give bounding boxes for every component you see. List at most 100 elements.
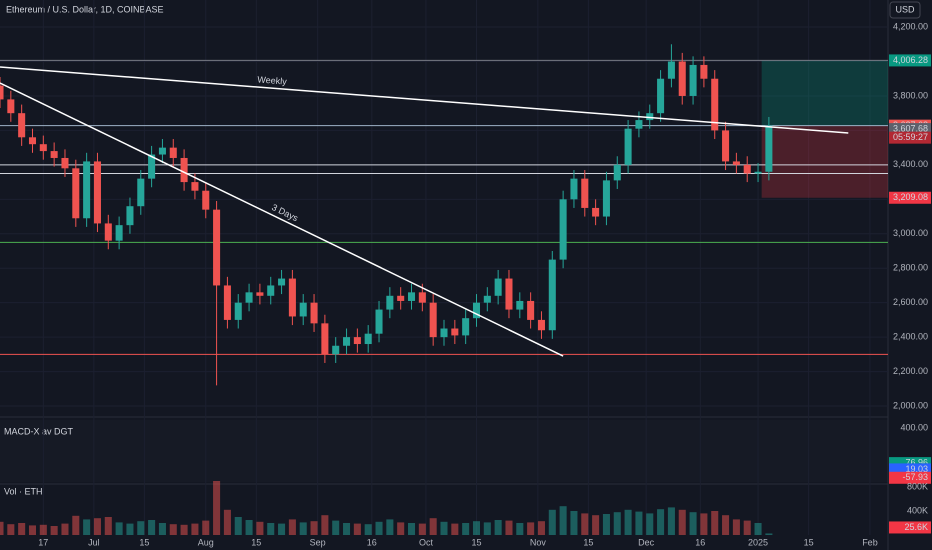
volume-bar bbox=[429, 518, 437, 535]
y-tick-label: 2,600.00 bbox=[893, 297, 928, 307]
volume-bar bbox=[722, 515, 730, 535]
volume-bar bbox=[397, 522, 405, 535]
volume-bar bbox=[191, 523, 199, 535]
x-tick-label: 15 bbox=[471, 537, 481, 547]
candle-body bbox=[743, 164, 751, 174]
volume-bar bbox=[592, 515, 600, 535]
candle-body bbox=[657, 78, 665, 114]
x-tick-label: Aug bbox=[198, 537, 214, 547]
candle-body bbox=[364, 333, 372, 345]
candle-body bbox=[7, 99, 15, 114]
candle-body bbox=[245, 292, 253, 303]
x-tick-label: 16 bbox=[695, 537, 705, 547]
candle-body bbox=[386, 295, 394, 310]
y-tick-label: 3,800.00 bbox=[893, 90, 928, 100]
candle-body bbox=[180, 157, 188, 183]
volume-title: Vol · ETH bbox=[4, 486, 43, 496]
candle-body bbox=[581, 178, 589, 208]
candle-body bbox=[93, 161, 101, 224]
candle-body bbox=[397, 295, 405, 301]
volume-bar bbox=[126, 523, 134, 535]
candle-body bbox=[548, 259, 556, 331]
loss-zone bbox=[761, 125, 888, 198]
candle-body bbox=[202, 190, 210, 210]
volume-bar bbox=[28, 525, 37, 535]
volume-bar bbox=[624, 509, 632, 535]
volume-bar bbox=[278, 523, 286, 535]
volume-bar bbox=[754, 523, 762, 535]
countdown: 05:59:27 bbox=[893, 132, 928, 142]
candle-body bbox=[83, 161, 91, 219]
volume-bar bbox=[451, 523, 459, 535]
volume-bar bbox=[321, 515, 329, 535]
candle-body bbox=[332, 345, 340, 355]
x-tick-label: 15 bbox=[251, 537, 261, 547]
candle-body bbox=[592, 207, 600, 217]
candle-body bbox=[570, 178, 578, 200]
candle-body bbox=[158, 147, 166, 155]
volume-bar bbox=[245, 520, 253, 535]
volume-bar bbox=[72, 515, 80, 535]
volume-bar bbox=[104, 517, 112, 535]
volume-bar bbox=[667, 507, 675, 535]
volume-bar bbox=[115, 522, 123, 535]
x-tick-label: Dec bbox=[638, 537, 655, 547]
candle-body bbox=[353, 337, 361, 345]
x-tick-label: 17 bbox=[38, 537, 48, 547]
volume-bar bbox=[148, 520, 156, 535]
candle-body bbox=[635, 120, 643, 129]
candle-body bbox=[343, 337, 351, 346]
countdown-tag bbox=[889, 131, 931, 144]
candle-body bbox=[321, 323, 329, 355]
volume-bar bbox=[18, 523, 26, 535]
candle-body bbox=[429, 302, 437, 338]
candle-body bbox=[537, 319, 545, 331]
volume-bar bbox=[343, 523, 351, 535]
volume-bar bbox=[223, 509, 231, 535]
volume-bar bbox=[689, 512, 697, 535]
trendline bbox=[0, 82, 564, 357]
volume-bar bbox=[256, 521, 264, 535]
volume-bar bbox=[202, 520, 210, 535]
y-tick-label: 2,000.00 bbox=[893, 400, 928, 410]
candle-body bbox=[678, 61, 686, 96]
volume-bar bbox=[418, 523, 426, 535]
candle-body bbox=[137, 178, 145, 207]
currency-box bbox=[889, 1, 921, 19]
volume-bar bbox=[462, 523, 470, 535]
indicator-tag bbox=[889, 471, 931, 484]
indicator-label: 19.03 bbox=[905, 464, 928, 474]
volume-bar bbox=[537, 521, 545, 535]
candle-body bbox=[483, 295, 491, 303]
y-tick-label: 2,400.00 bbox=[893, 332, 928, 342]
candle-body bbox=[39, 144, 47, 152]
candle-body bbox=[72, 168, 80, 219]
volume-tag bbox=[889, 521, 931, 534]
candle-body bbox=[462, 318, 470, 336]
volume-bar bbox=[364, 524, 372, 535]
price-tag bbox=[889, 54, 931, 67]
y-tick-label: 3,400.00 bbox=[893, 159, 928, 169]
candle-body bbox=[722, 130, 730, 162]
candle-body bbox=[418, 292, 426, 303]
volume-bar bbox=[743, 520, 751, 535]
volume-bar bbox=[657, 509, 665, 535]
volume-bar bbox=[375, 521, 383, 535]
volume-bar bbox=[0, 521, 4, 535]
price-tag-label: 3,607.68 bbox=[893, 123, 928, 133]
volume-bar bbox=[613, 512, 621, 535]
y-tick-label: 4,200.00 bbox=[893, 21, 928, 31]
candle-body bbox=[213, 209, 221, 286]
candle-body bbox=[310, 302, 318, 324]
candle-body bbox=[126, 206, 134, 226]
volume-bar bbox=[332, 520, 340, 535]
indicator-label: -57.93 bbox=[902, 472, 928, 482]
volume-bar bbox=[516, 523, 524, 535]
candle-body bbox=[602, 180, 610, 217]
candle-body bbox=[732, 161, 740, 165]
trendline bbox=[0, 66, 849, 134]
trendline-label: Weekly bbox=[257, 74, 288, 86]
volume-bar bbox=[407, 523, 416, 535]
volume-bar bbox=[213, 481, 221, 535]
volume-bar bbox=[93, 518, 101, 535]
